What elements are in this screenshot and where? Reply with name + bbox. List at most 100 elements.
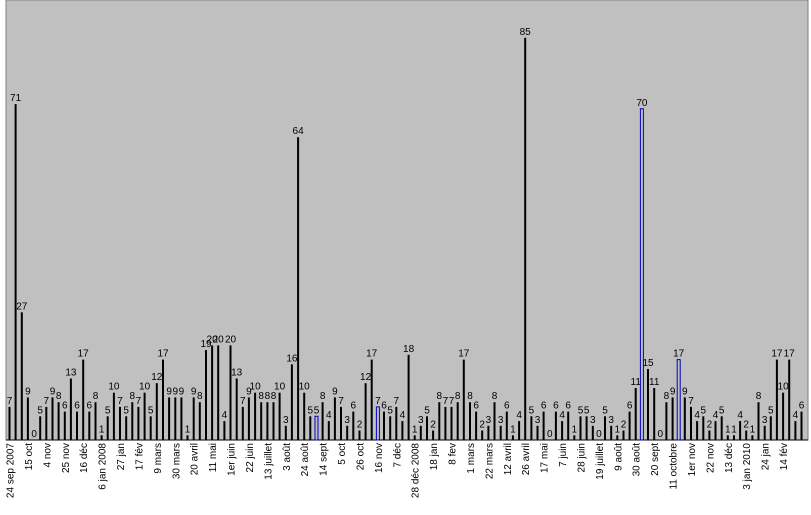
x-tick-label: 20 avril (190, 443, 201, 475)
bar (155, 383, 158, 440)
x-tick-label: 22 mars (484, 443, 495, 479)
value-label: 1 (725, 424, 731, 435)
bar (168, 397, 171, 440)
value-label: 8 (258, 391, 264, 402)
value-label: 3 (418, 415, 424, 426)
value-label: 7 (240, 396, 246, 407)
bar (389, 416, 392, 440)
value-label: 3 (344, 415, 350, 426)
value-label: 5 (701, 405, 707, 416)
value-label: 9 (670, 386, 676, 397)
value-label: 2 (743, 420, 749, 431)
value-label: 10 (274, 382, 286, 393)
value-label: 4 (793, 410, 799, 421)
value-label: 6 (473, 401, 479, 412)
value-label: 4 (713, 410, 719, 421)
bar (739, 421, 742, 440)
x-tick-label: 12 avril (503, 443, 514, 475)
x-tick-label: 3 jan 2010 (742, 443, 753, 490)
value-label: 7 (394, 396, 400, 407)
bar (542, 411, 545, 440)
value-label: 2 (479, 420, 485, 431)
bar (696, 421, 699, 440)
value-label: 8 (197, 391, 203, 402)
value-label: 19 (200, 339, 212, 350)
value-label: 20 (213, 334, 225, 345)
value-label: 1 (572, 424, 578, 435)
x-tick-label: 1 mars (466, 443, 477, 474)
bar (45, 406, 48, 440)
value-label: 5 (37, 405, 43, 416)
bar (180, 397, 183, 440)
bar (708, 430, 711, 440)
value-label: 5 (148, 405, 154, 416)
bar (247, 397, 250, 440)
value-label: 8 (455, 391, 461, 402)
value-label: 1 (510, 424, 516, 435)
bar (610, 425, 613, 440)
bar (702, 416, 705, 440)
bar (63, 411, 66, 440)
bar (14, 104, 17, 440)
value-label: 7 (117, 396, 123, 407)
value-label: 1 (412, 424, 418, 435)
x-tick-label: 18 jan (429, 443, 440, 470)
x-tick-label: 24 sep 2007 (6, 443, 17, 498)
value-label: 3 (535, 415, 541, 426)
value-label: 0 (547, 429, 553, 440)
bar (450, 406, 453, 440)
x-tick-label: 11 mai (208, 443, 219, 472)
x-tick-label: 9 mars (153, 443, 164, 474)
bar (671, 397, 674, 440)
value-label: 6 (62, 401, 68, 412)
value-label: 11 (649, 377, 660, 388)
value-label: 13 (231, 368, 243, 379)
x-tick-label: 1er nov (687, 443, 698, 476)
value-label: 5 (387, 405, 393, 416)
value-label: 2 (430, 420, 436, 431)
bar (149, 416, 152, 440)
bar (327, 421, 330, 440)
bar (769, 416, 772, 440)
bar (622, 430, 625, 440)
bar (561, 421, 564, 440)
value-label: 3 (283, 415, 289, 426)
bar (530, 416, 533, 440)
bar (462, 359, 465, 440)
value-label: 5 (529, 405, 535, 416)
value-label: 8 (437, 391, 443, 402)
bar (229, 345, 232, 440)
bar (39, 416, 42, 440)
value-label: 3 (486, 415, 492, 426)
bar (456, 402, 459, 440)
value-label: 8 (265, 391, 271, 402)
value-label: 4 (400, 410, 406, 421)
value-label: 1 (750, 424, 756, 435)
bar (676, 359, 681, 441)
bar (383, 411, 385, 440)
value-label: 8 (56, 391, 62, 402)
value-label: 0 (31, 429, 37, 440)
bar (579, 416, 582, 440)
value-label: 18 (403, 344, 415, 355)
value-label: 5 (768, 405, 774, 416)
bar (438, 402, 441, 440)
bar (198, 402, 201, 440)
value-label: 9 (166, 386, 172, 397)
bar (57, 402, 60, 440)
value-label: 1 (615, 424, 621, 435)
value-label: 5 (123, 405, 129, 416)
bar (217, 345, 220, 440)
x-tick-label: 15 oct (24, 443, 35, 470)
bar (690, 406, 692, 440)
bar (536, 425, 539, 440)
value-label: 8 (271, 391, 277, 402)
x-tick-labels: 24 sep 2007 15 oct 4 nov 25 nov 16 déc 6 jan … (6, 443, 791, 498)
value-label: 10 (250, 382, 262, 393)
bar (260, 402, 263, 440)
x-tick-label: 6 jan 2008 (98, 443, 109, 490)
x-tick-label: 16 déc (79, 443, 90, 473)
value-label: 3 (608, 415, 614, 426)
value-label: 0 (658, 429, 664, 440)
